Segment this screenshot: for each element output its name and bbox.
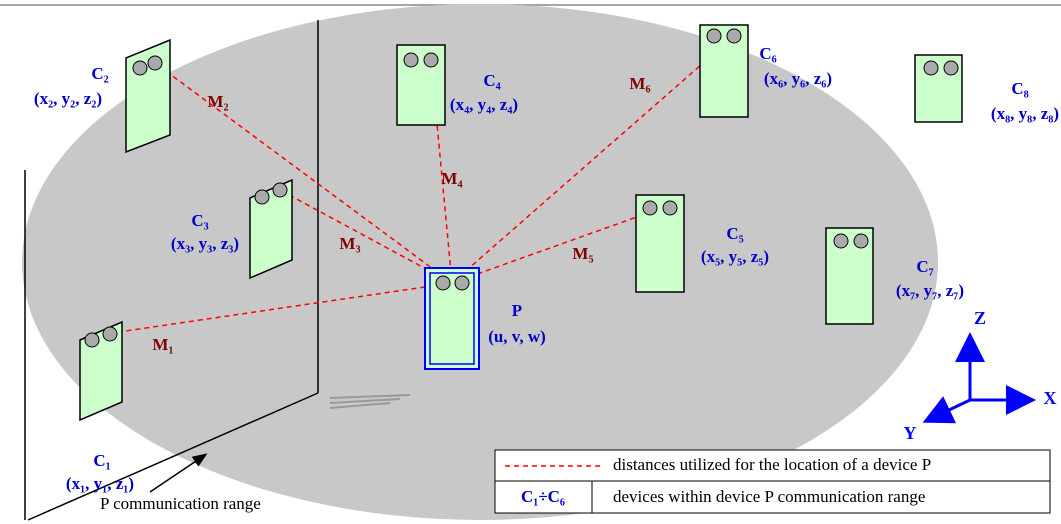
device-label: C₈ (1011, 79, 1028, 98)
device-sensor (923, 60, 939, 76)
device (699, 24, 749, 118)
device-sensor (102, 326, 118, 342)
range-label: P communication range (100, 494, 261, 513)
legend-text: distances utilized for the location of a… (613, 455, 931, 474)
distance-line (104, 282, 453, 335)
floor-stripes (329, 394, 411, 409)
device-sensor (403, 52, 419, 68)
device-label: C₅ (726, 224, 743, 243)
device-coords: (x₆, y₆, z₆) (764, 69, 832, 88)
device-sensor (272, 182, 288, 198)
range-arrow (149, 453, 208, 493)
device-sensor (254, 189, 270, 205)
distance-label: M₁ (152, 335, 173, 354)
distance-label: M₅ (572, 244, 593, 263)
target-device (424, 267, 480, 370)
device-label: C₇ (916, 257, 933, 276)
device-coords: (x₂, y₂, z₂) (34, 89, 102, 108)
device-label: C₄ (483, 71, 500, 90)
device (825, 227, 874, 325)
communication-range (22, 4, 938, 520)
target-label: P (512, 301, 522, 320)
legend-text: devices within device P communication ra… (613, 487, 925, 506)
axes (922, 332, 1036, 424)
device-sensor (726, 28, 742, 44)
distance-line (154, 62, 453, 284)
distance-line (430, 59, 453, 284)
distance-label: M₃ (339, 234, 360, 253)
distance-label: M₆ (629, 74, 650, 93)
device-sensor (423, 52, 439, 68)
distance-label: M₂ (207, 92, 228, 111)
device-sensor (706, 28, 722, 44)
walls (24, 20, 319, 521)
target-coords: (u, v, w) (488, 327, 546, 346)
legend-symbol: C₁÷C₆ (521, 487, 565, 506)
device-coords: (x₁, y₁, z₁) (66, 474, 134, 493)
device-sensor (943, 60, 959, 76)
device-label: C₃ (191, 211, 208, 230)
device (635, 194, 685, 293)
device-coords: (x₅, y₅, z₅) (701, 247, 769, 266)
device-sensor (147, 55, 163, 71)
axis-label: X (1044, 388, 1057, 408)
device-sensor (132, 60, 148, 76)
device-sensor (84, 332, 100, 348)
distance-label: M₄ (441, 169, 462, 188)
device (125, 38, 171, 154)
device-label: C₆ (759, 44, 776, 63)
device-coords: (x₇, y₇, z₇) (896, 281, 964, 300)
device-sensor (833, 233, 849, 249)
device-sensor (642, 200, 658, 216)
devices (79, 24, 963, 422)
device-sensor (662, 200, 678, 216)
device-coords: (x₃, y₃, z₃) (171, 234, 239, 253)
distance-line (279, 189, 453, 284)
device-sensor (853, 233, 869, 249)
distance-lines (104, 35, 735, 335)
distance-line (451, 207, 663, 284)
axis-label: Z (974, 308, 986, 328)
legend: distances utilized for the location of a… (494, 449, 1051, 514)
device-label: C₁ (93, 451, 110, 470)
axis-label: Y (904, 423, 917, 443)
device-label: C₂ (91, 64, 108, 83)
device-coords: (x₈, y₈, z₈) (991, 104, 1059, 123)
device-coords: (x₄, y₄, z₄) (450, 95, 518, 114)
